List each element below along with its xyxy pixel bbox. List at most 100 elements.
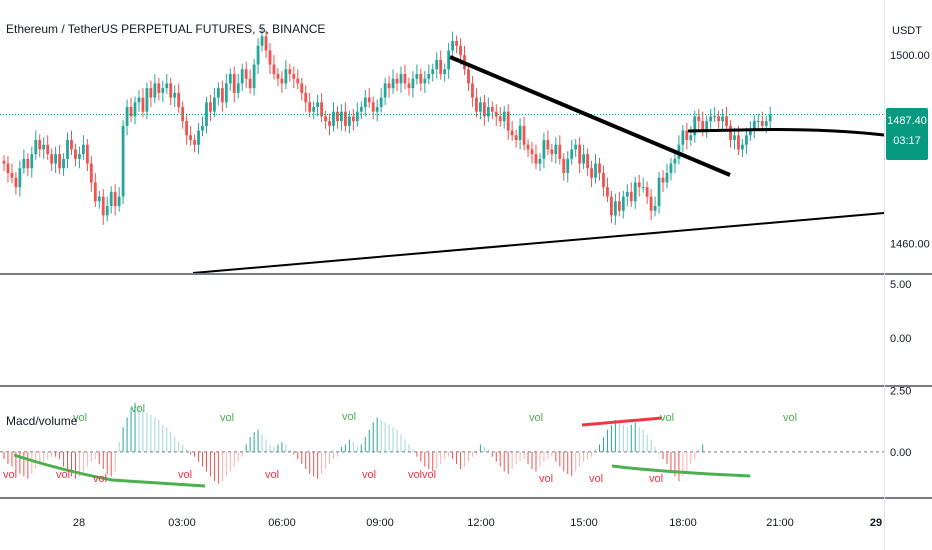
candle-body [141, 97, 145, 112]
candle-body [586, 154, 589, 169]
candle-body [729, 125, 732, 140]
candle-body [30, 154, 34, 169]
candle-body [66, 140, 69, 159]
candle-body [625, 191, 629, 197]
candle-body [232, 74, 236, 93]
candle-body [165, 83, 169, 89]
candle-body [252, 64, 256, 89]
macd-pane[interactable] [0, 402, 884, 488]
candle-body [391, 78, 395, 89]
candle-body [725, 116, 728, 126]
candle-body [431, 69, 435, 74]
candle-body [701, 121, 705, 131]
price-axis-tick: 1460.00 [890, 239, 930, 251]
candle-body [85, 144, 89, 164]
candle-body [93, 182, 97, 202]
candle-body [653, 206, 657, 211]
candle-body [590, 168, 593, 178]
candle-body [74, 149, 77, 159]
candle-body [125, 107, 129, 126]
vol-label-up: vol [73, 412, 87, 424]
candle-body [721, 116, 724, 122]
candle-body [248, 78, 252, 89]
macd-axis-tick: 0.00 [890, 447, 911, 459]
candle-body [97, 196, 101, 202]
candle-body [54, 154, 58, 164]
candle-body [534, 154, 538, 164]
time-axis-tick: 12:00 [467, 517, 495, 529]
candle-body [562, 158, 566, 173]
candle-body [467, 69, 470, 84]
candle-body [665, 173, 669, 183]
candle-body [336, 111, 339, 122]
candle-body [70, 140, 73, 150]
price-pane[interactable] [0, 26, 884, 225]
candle-body [606, 187, 609, 197]
candle-body [284, 69, 288, 84]
candle-body [447, 50, 451, 70]
candle-body [733, 135, 736, 140]
candle-body [62, 158, 65, 169]
bullish-divergence-line-left [13, 453, 206, 488]
vol-label-down: vol [649, 473, 663, 485]
candle-body [133, 102, 137, 117]
candle-body [375, 107, 379, 112]
candle-body [105, 206, 109, 216]
candle-body [681, 130, 685, 145]
candle-body [328, 121, 331, 126]
candle-body [18, 168, 22, 188]
candle-body [574, 144, 578, 150]
candle-body [705, 121, 709, 131]
candle-body [220, 88, 224, 103]
indicator-title: Macd/volume [6, 414, 78, 428]
candle-body [296, 78, 300, 84]
candle-body [300, 83, 304, 93]
candle-body [621, 196, 625, 211]
candle-body [737, 135, 740, 150]
candle-body [201, 125, 204, 131]
time-axis-tick: 29 [870, 517, 882, 529]
candle-body [395, 78, 399, 84]
bullish-divergence-line-right [611, 464, 751, 478]
price-axis-currency: USDT [892, 25, 922, 37]
candle-body [351, 116, 355, 122]
candle-body [558, 144, 562, 159]
candle-body [403, 74, 407, 84]
candle-body [768, 114, 772, 122]
candle-body [411, 78, 415, 89]
candle-body [185, 121, 189, 136]
candle-body [530, 149, 534, 155]
ascending-trend-line [192, 212, 885, 274]
candle-body [479, 102, 482, 112]
candle-body [748, 130, 752, 136]
candle-body [264, 36, 268, 51]
vol-label-down: vol [362, 469, 376, 481]
last-price-tag: 1487.40 03:17 [886, 108, 928, 160]
candle-body [6, 163, 10, 173]
candle-body [498, 116, 502, 122]
candle-body [308, 102, 312, 112]
candle-body [423, 78, 427, 84]
candle-body [443, 69, 447, 74]
candle-body [344, 111, 347, 126]
candle-body [149, 88, 153, 98]
candle-body [2, 160, 6, 164]
trend-drawings[interactable] [192, 55, 885, 274]
descending-trend-line [449, 55, 731, 177]
candle-body [439, 59, 443, 74]
candle-body [387, 83, 391, 89]
candle-body [260, 36, 264, 46]
candle-body [522, 125, 526, 145]
candle-body [570, 149, 574, 159]
candle-body [582, 154, 586, 164]
vol-label-down: vol [539, 473, 553, 485]
candle-body [157, 83, 161, 93]
vol-label-down: vol [3, 469, 17, 481]
candle-body [693, 116, 697, 136]
candle-body [10, 173, 14, 178]
candle-body [546, 140, 550, 150]
vol-label-up: vol [131, 403, 145, 415]
candle-body [288, 69, 292, 74]
